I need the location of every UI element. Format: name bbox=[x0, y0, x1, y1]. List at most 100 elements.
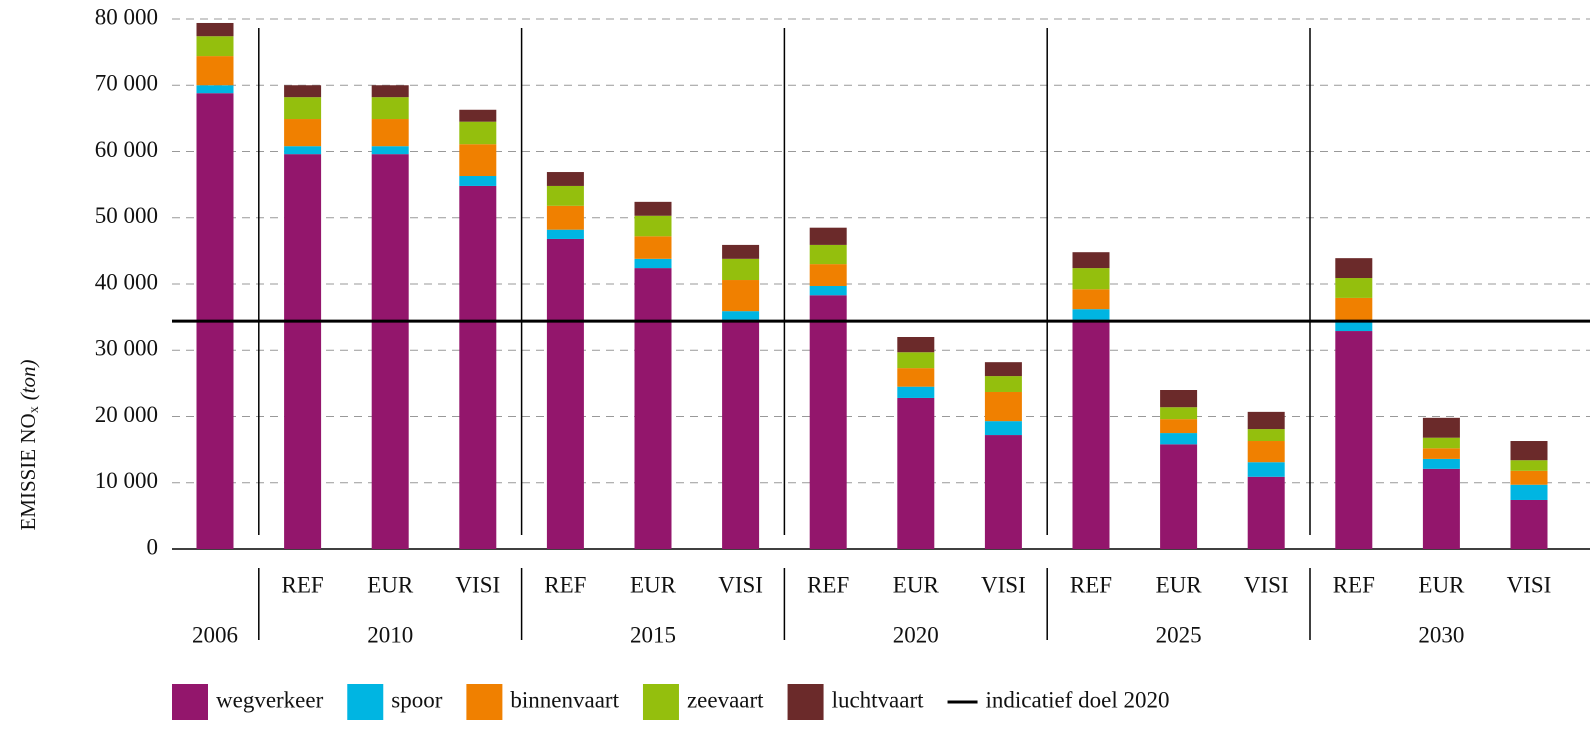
legend-label: zeevaart bbox=[687, 687, 764, 712]
x-tick-label: REF bbox=[807, 572, 849, 597]
legend-swatch bbox=[347, 684, 384, 720]
x-tick-label: EUR bbox=[1156, 572, 1203, 597]
bar-segment bbox=[1335, 331, 1373, 549]
bar-segment bbox=[897, 368, 935, 387]
bar-segment bbox=[1422, 437, 1460, 449]
bar-segment bbox=[546, 238, 584, 549]
bar-segment bbox=[897, 352, 935, 369]
group-label: 2010 bbox=[367, 622, 413, 647]
y-tick-label: 50 000 bbox=[95, 203, 158, 228]
bar-segment bbox=[1335, 258, 1373, 279]
bar-segment bbox=[1422, 468, 1460, 549]
bar-segment bbox=[1335, 321, 1373, 332]
y-tick-label: 10 000 bbox=[95, 468, 158, 493]
bar-segment bbox=[1072, 319, 1110, 549]
group-label: 2025 bbox=[1156, 622, 1202, 647]
y-label-unit: (ton) bbox=[16, 359, 40, 400]
bar-segment bbox=[371, 85, 409, 98]
bar-segment bbox=[196, 22, 234, 37]
bar-segment bbox=[897, 337, 935, 353]
legend-label: binnenvaart bbox=[510, 687, 619, 712]
bar-segment bbox=[1160, 419, 1198, 434]
bar-segment bbox=[1160, 444, 1198, 549]
group-label: 2006 bbox=[192, 622, 238, 647]
y-tick-label: 20 000 bbox=[95, 402, 158, 427]
bar-segment bbox=[809, 285, 847, 296]
bar-segment bbox=[196, 36, 234, 57]
x-tick-label: VISI bbox=[1244, 572, 1289, 597]
bar-segment bbox=[1072, 268, 1110, 290]
x-tick-label: VISI bbox=[455, 572, 500, 597]
bar-segment bbox=[634, 215, 672, 237]
bar-segment bbox=[1160, 407, 1198, 420]
bar-segment bbox=[1510, 470, 1548, 485]
x-tick-label: EUR bbox=[1418, 572, 1465, 597]
y-tick-label: 80 000 bbox=[95, 4, 158, 29]
bar-segment bbox=[459, 144, 497, 177]
bar-segment bbox=[1072, 309, 1110, 320]
bar-segment bbox=[1510, 484, 1548, 500]
bar-segment bbox=[722, 258, 760, 281]
bar-segment bbox=[634, 258, 672, 269]
x-tick-label: REF bbox=[1333, 572, 1375, 597]
bar-segment bbox=[1335, 297, 1373, 322]
bar-segment bbox=[459, 185, 497, 549]
bar-segment bbox=[722, 311, 760, 320]
x-tick-label: VISI bbox=[981, 572, 1026, 597]
bar-segment bbox=[1422, 458, 1460, 469]
bar-segment bbox=[634, 201, 672, 216]
group-label: 2030 bbox=[1418, 622, 1464, 647]
bar-segment bbox=[459, 121, 497, 145]
bar-segment bbox=[196, 85, 234, 94]
y-label-sub: x bbox=[27, 406, 42, 413]
x-tick-label: EUR bbox=[630, 572, 677, 597]
bar-segment bbox=[809, 264, 847, 286]
bar-segment bbox=[371, 146, 409, 155]
bar-segment bbox=[984, 362, 1022, 377]
bar-segment bbox=[546, 185, 584, 206]
bar-segment bbox=[459, 109, 497, 122]
y-tick-label: 60 000 bbox=[95, 137, 158, 162]
bar-segment bbox=[1247, 462, 1285, 477]
y-tick-label: 40 000 bbox=[95, 269, 158, 294]
bar-segment bbox=[459, 176, 497, 186]
x-tick-label: REF bbox=[1070, 572, 1112, 597]
bar-segment bbox=[371, 119, 409, 147]
y-tick-label: 0 bbox=[147, 534, 159, 559]
legend-label: spoor bbox=[391, 687, 442, 712]
x-tick-label: REF bbox=[282, 572, 324, 597]
y-label-text: EMISSIE NO bbox=[16, 413, 40, 530]
bar-segment bbox=[984, 435, 1022, 549]
x-tick-label: VISI bbox=[718, 572, 763, 597]
y-tick-label: 70 000 bbox=[95, 71, 158, 96]
x-tick-label: VISI bbox=[1507, 572, 1552, 597]
legend-swatch bbox=[172, 684, 208, 720]
bar-segment bbox=[1247, 476, 1285, 549]
bar-segment bbox=[634, 268, 672, 549]
bar-segment bbox=[546, 229, 584, 239]
legend-swatch bbox=[642, 684, 679, 720]
legend-label: wegverkeer bbox=[216, 687, 324, 712]
bar-segment bbox=[371, 154, 409, 549]
bar-segment bbox=[897, 397, 935, 549]
bar-segment bbox=[1247, 441, 1285, 463]
bar-segment bbox=[984, 376, 1022, 392]
bar-segment bbox=[1510, 499, 1548, 549]
bar-segment bbox=[284, 85, 322, 98]
bar-segment bbox=[1422, 417, 1460, 438]
bar-segment bbox=[1335, 278, 1373, 298]
legend-swatch bbox=[787, 684, 824, 720]
bar-segment bbox=[196, 56, 234, 86]
bar-segment bbox=[1247, 411, 1285, 430]
bar-segment bbox=[1422, 448, 1460, 459]
bar-segment bbox=[284, 119, 322, 147]
bar-segment bbox=[546, 205, 584, 230]
bar-segment bbox=[809, 244, 847, 265]
legend-label: indicatief doel 2020 bbox=[986, 687, 1170, 712]
bar-segment bbox=[809, 295, 847, 549]
x-tick-label: REF bbox=[544, 572, 586, 597]
bar-segment bbox=[722, 280, 760, 312]
group-label: 2020 bbox=[893, 622, 939, 647]
bar-segment bbox=[809, 227, 847, 245]
